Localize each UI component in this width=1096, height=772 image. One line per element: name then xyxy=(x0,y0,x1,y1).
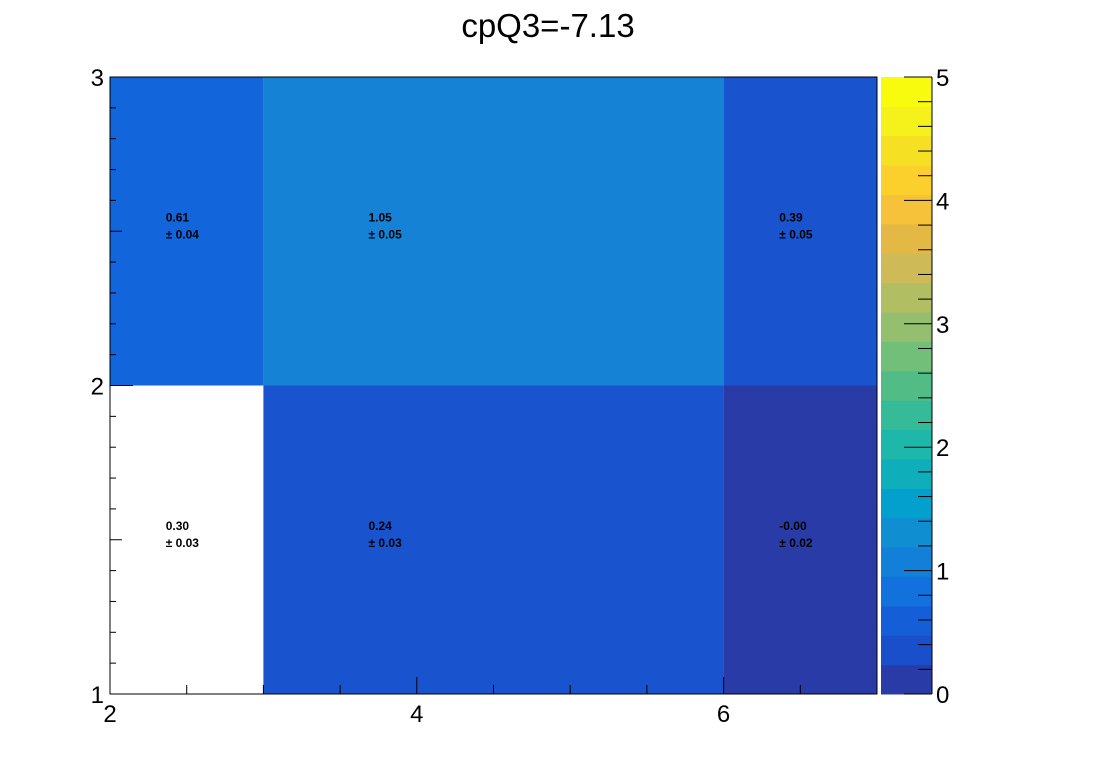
cell-value-label: 1.05 xyxy=(369,210,393,224)
cell-value-label: 0.30 xyxy=(166,519,190,533)
x-tick-label: 2 xyxy=(103,701,116,728)
cell-value-label: 0.39 xyxy=(779,210,803,224)
y-tick-label: 1 xyxy=(91,682,104,709)
color-scale-band xyxy=(881,370,932,401)
color-scale-band xyxy=(881,576,932,607)
heatmap-cell xyxy=(110,77,264,386)
z-tick-label: 1 xyxy=(936,559,949,586)
chart-title: cpQ3=-7.13 xyxy=(461,7,634,44)
z-tick-label: 4 xyxy=(936,188,949,215)
cell-error-label: ± 0.05 xyxy=(779,227,813,241)
z-tick-label: 0 xyxy=(936,682,949,709)
color-scale-band xyxy=(881,341,932,372)
cell-error-label: ± 0.03 xyxy=(166,536,200,550)
color-scale-band xyxy=(881,77,932,107)
z-tick-label: 2 xyxy=(936,435,949,462)
heatmap-cell xyxy=(263,385,724,694)
heatmap-cell xyxy=(723,77,877,386)
heatmap-cell xyxy=(110,385,264,694)
cell-error-label: ± 0.03 xyxy=(369,536,403,550)
color-scale-band xyxy=(881,106,932,137)
color-scale-band xyxy=(881,253,932,284)
color-scale: 0 1 2 3 4 5 xyxy=(881,65,949,709)
color-scale-band xyxy=(881,458,932,489)
cell-error-label: ± 0.04 xyxy=(166,227,200,241)
color-scale-band xyxy=(881,605,932,636)
color-scale-band xyxy=(881,547,932,577)
color-scale-band xyxy=(881,165,932,196)
x-tick-label: 4 xyxy=(410,701,423,728)
cell-value-label: -0.00 xyxy=(779,519,807,533)
heatmap-cells xyxy=(110,77,877,694)
cell-error-label: ± 0.02 xyxy=(779,536,813,550)
y-tick-label: 3 xyxy=(91,65,104,92)
color-scale-band xyxy=(881,223,932,254)
cell-value-label: 0.61 xyxy=(166,210,190,224)
color-scale-band xyxy=(881,400,932,431)
cell-error-label: ± 0.05 xyxy=(369,227,403,241)
cell-labels: 0.30 ± 0.03 0.24 ± 0.03 -0.00 ± 0.02 0.61 ± 0.0… xyxy=(166,210,813,550)
color-scale-band xyxy=(881,429,932,460)
y-tick-label: 2 xyxy=(91,374,104,401)
cell-value-label: 0.24 xyxy=(369,519,393,533)
z-tick-label: 5 xyxy=(936,65,949,92)
color-scale-band xyxy=(881,488,932,519)
color-scale-band xyxy=(881,282,932,313)
heatmap-cell xyxy=(263,77,724,386)
heatmap-cell xyxy=(723,385,877,694)
z-tick-label: 3 xyxy=(936,312,949,339)
color-scale-band xyxy=(881,517,932,548)
color-scale-band xyxy=(881,635,932,666)
x-tick-label: 6 xyxy=(717,701,730,728)
color-scale-band xyxy=(881,194,932,225)
color-scale-band xyxy=(881,312,932,342)
